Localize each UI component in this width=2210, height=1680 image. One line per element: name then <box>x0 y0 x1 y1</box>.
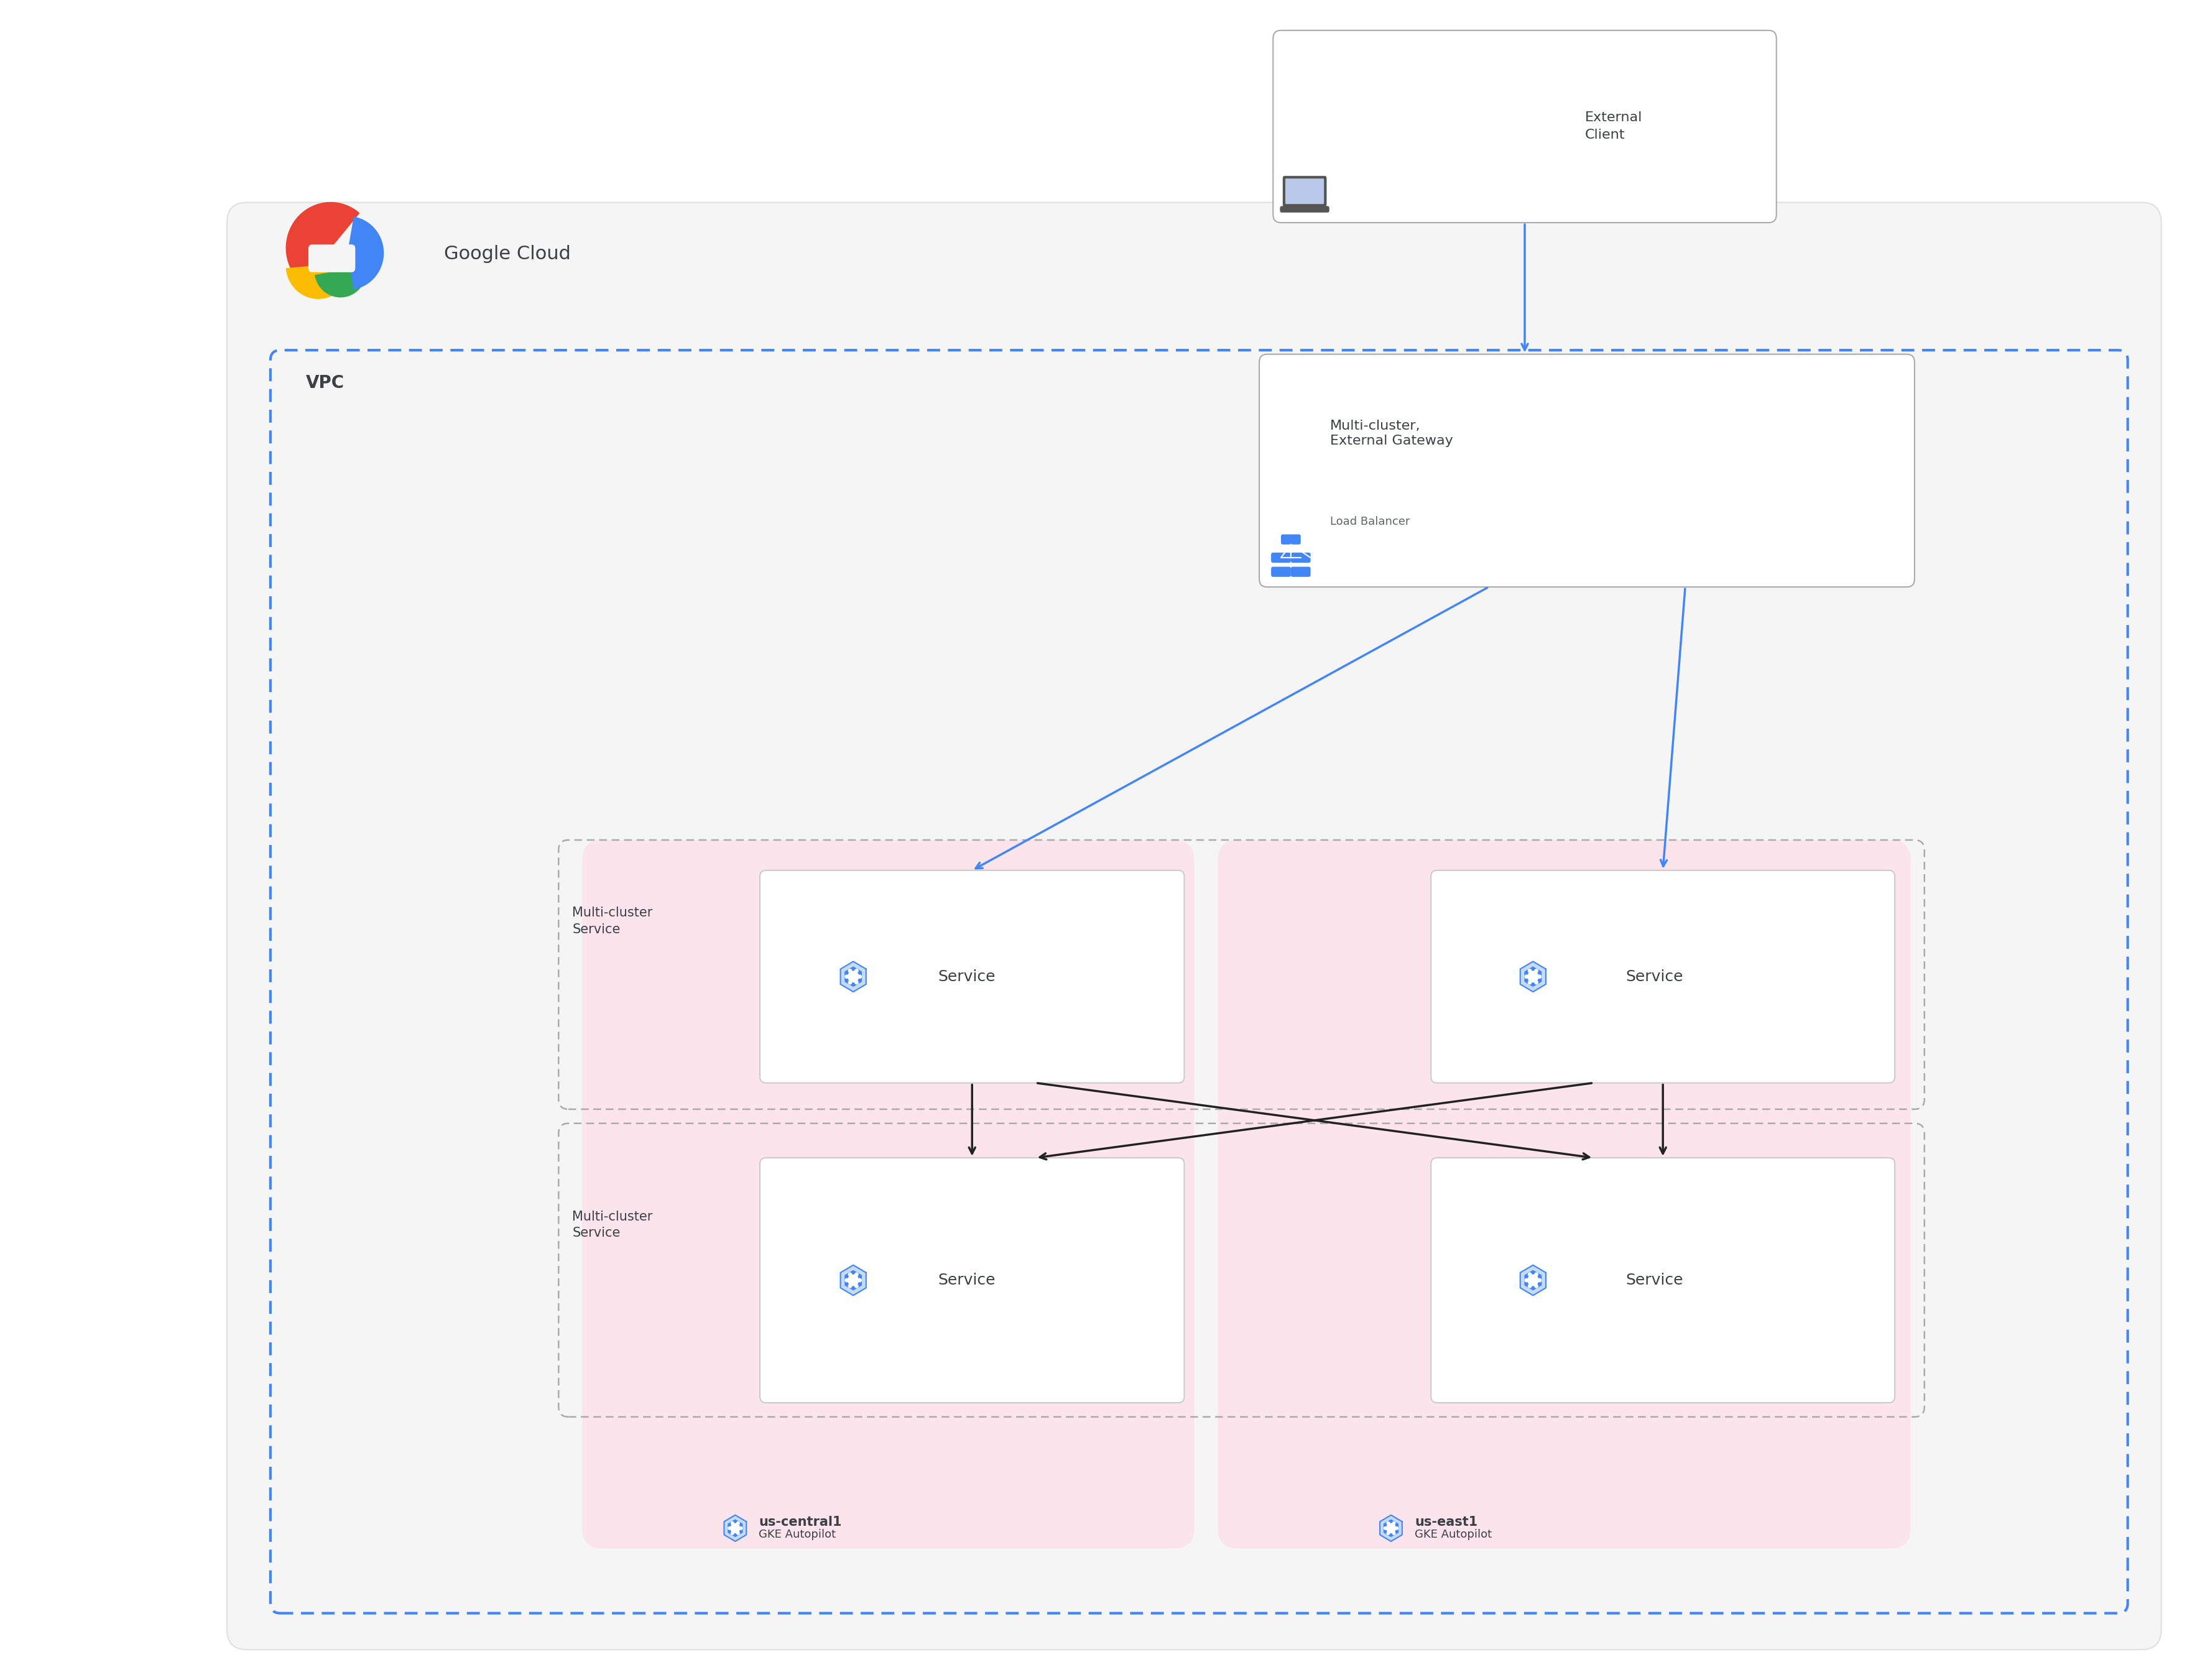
FancyBboxPatch shape <box>1260 354 1914 586</box>
FancyBboxPatch shape <box>1430 870 1894 1084</box>
Circle shape <box>736 1522 740 1525</box>
Text: Multi-cluster
Service: Multi-cluster Service <box>572 907 652 936</box>
Circle shape <box>1534 1284 1538 1287</box>
FancyBboxPatch shape <box>309 244 356 272</box>
Circle shape <box>1527 1284 1532 1287</box>
Circle shape <box>1527 969 1532 973</box>
Circle shape <box>732 1532 734 1534</box>
Circle shape <box>844 974 849 978</box>
Text: VPC: VPC <box>305 375 345 391</box>
Circle shape <box>1392 1522 1395 1525</box>
Circle shape <box>857 1278 862 1282</box>
Circle shape <box>1395 1527 1397 1529</box>
Text: Multi-cluster
Service: Multi-cluster Service <box>572 1210 652 1240</box>
Circle shape <box>849 1273 851 1277</box>
Polygon shape <box>1520 961 1545 991</box>
Polygon shape <box>1379 1515 1401 1541</box>
Circle shape <box>1525 1278 1527 1282</box>
Circle shape <box>732 1522 734 1525</box>
Text: Service: Service <box>937 969 994 984</box>
Circle shape <box>736 1532 740 1534</box>
Circle shape <box>849 1275 857 1285</box>
Polygon shape <box>1383 1520 1397 1537</box>
Text: Multi-cluster,
External Gateway: Multi-cluster, External Gateway <box>1330 420 1452 447</box>
Circle shape <box>849 969 851 973</box>
Circle shape <box>1386 1522 1390 1525</box>
Circle shape <box>1538 974 1540 978</box>
Circle shape <box>857 974 862 978</box>
Text: Load Balancer: Load Balancer <box>1330 516 1410 528</box>
Circle shape <box>1534 969 1538 973</box>
FancyBboxPatch shape <box>1291 553 1311 563</box>
FancyBboxPatch shape <box>1282 176 1326 207</box>
Circle shape <box>1527 1275 1538 1285</box>
Text: Service: Service <box>937 1273 994 1287</box>
Circle shape <box>1527 981 1532 984</box>
Circle shape <box>849 971 857 983</box>
Polygon shape <box>1525 1270 1540 1290</box>
Polygon shape <box>1525 968 1540 986</box>
FancyBboxPatch shape <box>1271 566 1291 576</box>
Circle shape <box>1525 974 1527 978</box>
Circle shape <box>849 1284 851 1287</box>
Polygon shape <box>840 961 866 991</box>
Circle shape <box>855 1273 857 1277</box>
Text: Service: Service <box>1624 1273 1682 1287</box>
Wedge shape <box>316 270 367 297</box>
Circle shape <box>1534 981 1538 984</box>
Circle shape <box>1527 1273 1532 1277</box>
Circle shape <box>855 969 857 973</box>
Wedge shape <box>347 217 382 289</box>
Circle shape <box>729 1524 740 1532</box>
Wedge shape <box>285 202 358 277</box>
FancyBboxPatch shape <box>1430 1158 1894 1403</box>
FancyBboxPatch shape <box>1280 534 1299 544</box>
FancyBboxPatch shape <box>1280 207 1328 213</box>
FancyBboxPatch shape <box>1218 840 1909 1549</box>
Circle shape <box>1386 1532 1390 1534</box>
FancyBboxPatch shape <box>760 870 1185 1084</box>
Circle shape <box>740 1527 743 1529</box>
Polygon shape <box>840 1265 866 1295</box>
Circle shape <box>1386 1524 1395 1532</box>
Text: GKE Autopilot: GKE Autopilot <box>758 1529 835 1541</box>
Circle shape <box>1392 1532 1395 1534</box>
Text: us-east1: us-east1 <box>1414 1515 1476 1529</box>
Wedge shape <box>287 265 349 299</box>
Text: Service: Service <box>1624 969 1682 984</box>
Circle shape <box>849 981 851 984</box>
Circle shape <box>727 1527 732 1529</box>
Circle shape <box>844 1278 849 1282</box>
FancyBboxPatch shape <box>1273 30 1777 223</box>
Text: GKE Autopilot: GKE Autopilot <box>1414 1529 1492 1541</box>
FancyBboxPatch shape <box>1271 553 1291 563</box>
Polygon shape <box>844 1270 862 1290</box>
Polygon shape <box>1520 1265 1545 1295</box>
Polygon shape <box>844 968 862 986</box>
Circle shape <box>1527 971 1538 983</box>
FancyBboxPatch shape <box>1284 178 1324 203</box>
FancyBboxPatch shape <box>760 1158 1185 1403</box>
Circle shape <box>1538 1278 1540 1282</box>
FancyBboxPatch shape <box>270 349 2126 1613</box>
FancyBboxPatch shape <box>581 840 1193 1549</box>
Text: Google Cloud: Google Cloud <box>444 245 570 264</box>
Polygon shape <box>727 1520 743 1537</box>
FancyBboxPatch shape <box>228 202 2161 1650</box>
Circle shape <box>1383 1527 1386 1529</box>
Circle shape <box>1534 1273 1538 1277</box>
Polygon shape <box>725 1515 747 1541</box>
Circle shape <box>855 1284 857 1287</box>
Text: External
Client: External Client <box>1585 111 1642 141</box>
FancyBboxPatch shape <box>1291 566 1311 576</box>
Circle shape <box>855 981 857 984</box>
Text: us-central1: us-central1 <box>758 1515 842 1529</box>
